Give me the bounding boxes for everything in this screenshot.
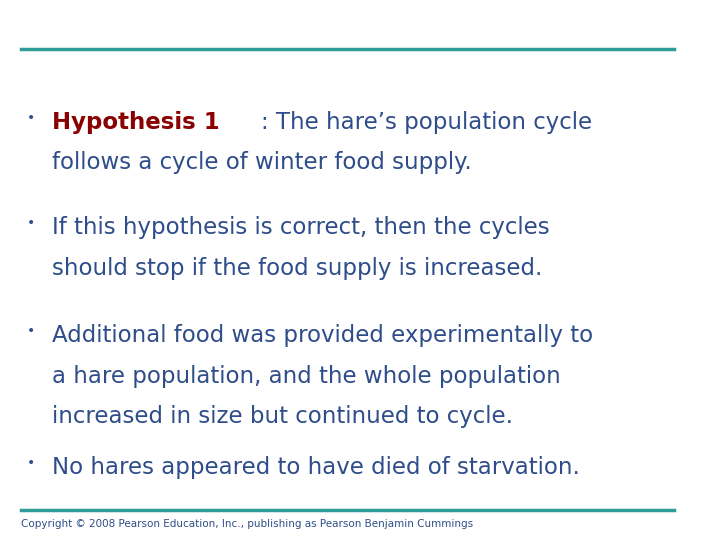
Text: Copyright © 2008 Pearson Education, Inc., publishing as Pearson Benjamin Cumming: Copyright © 2008 Pearson Education, Inc.… bbox=[21, 519, 473, 529]
Text: Additional food was provided experimentally to: Additional food was provided experimenta… bbox=[52, 324, 593, 347]
Text: a hare population, and the whole population: a hare population, and the whole populat… bbox=[52, 364, 561, 388]
Text: •: • bbox=[27, 324, 35, 338]
Text: follows a cycle of winter food supply.: follows a cycle of winter food supply. bbox=[52, 151, 472, 174]
Text: If this hypothesis is correct, then the cycles: If this hypothesis is correct, then the … bbox=[52, 216, 550, 239]
Text: •: • bbox=[27, 216, 35, 230]
Text: Hypothesis 1: Hypothesis 1 bbox=[52, 111, 220, 134]
Text: : The hare’s population cycle: : The hare’s population cycle bbox=[261, 111, 592, 134]
Text: should stop if the food supply is increased.: should stop if the food supply is increa… bbox=[52, 256, 542, 280]
Text: •: • bbox=[27, 456, 35, 470]
Text: •: • bbox=[27, 111, 35, 125]
Text: increased in size but continued to cycle.: increased in size but continued to cycle… bbox=[52, 405, 513, 428]
Text: No hares appeared to have died of starvation.: No hares appeared to have died of starva… bbox=[52, 456, 580, 480]
